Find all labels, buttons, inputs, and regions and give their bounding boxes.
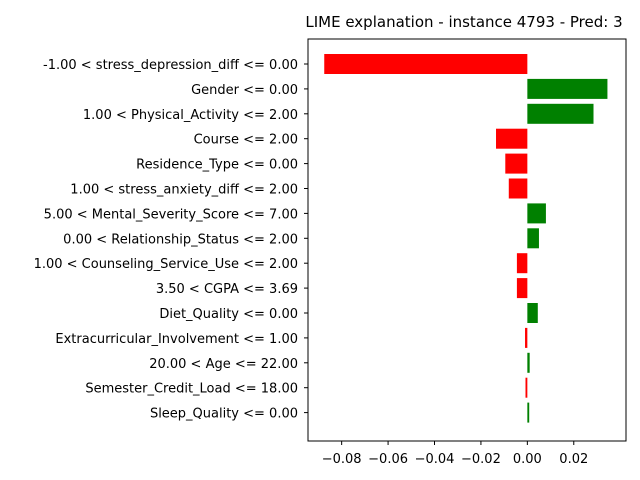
y-tick-label: 5.00 < Mental_Severity_Score <= 7.00 [44, 207, 298, 222]
y-tick-label: Residence_Type <= 0.00 [136, 158, 298, 173]
bar [527, 303, 538, 323]
y-tick-label: 1.00 < stress_anxiety_diff <= 2.00 [70, 183, 298, 198]
bar [527, 103, 594, 124]
y-tick-label: 1.00 < Physical_Activity <= 2.00 [83, 108, 298, 123]
bar [525, 377, 528, 398]
x-tick-label: 0.00 [513, 452, 542, 467]
bar [516, 253, 528, 274]
y-tick-label: 20.00 < Age <= 22.00 [149, 357, 298, 372]
x-tick-label: 0.02 [559, 452, 588, 467]
y-tick-label: Sleep_Quality <= 0.00 [150, 407, 298, 422]
y-tick-label: Diet_Quality <= 0.00 [159, 307, 298, 322]
bar [496, 128, 528, 149]
bar [527, 402, 530, 423]
bar [508, 178, 528, 199]
x-tick-label: −0.08 [322, 452, 362, 467]
x-tick-label: −0.04 [415, 452, 455, 467]
x-tick-label: −0.02 [461, 452, 501, 467]
y-tick-label: Gender <= 0.00 [191, 83, 298, 98]
y-tick-label: 3.50 < CGPA <= 3.69 [156, 282, 298, 297]
axes-frame [307, 38, 627, 442]
bar [527, 203, 546, 224]
bar [516, 278, 528, 299]
x-tick-label: −0.06 [368, 452, 408, 467]
bar [505, 153, 528, 174]
y-tick-label: -1.00 < stress_depression_diff <= 0.00 [43, 58, 298, 73]
bar [525, 327, 528, 348]
y-tick-label: 1.00 < Counseling_Service_Use <= 2.00 [34, 257, 298, 272]
bar [324, 54, 528, 74]
y-tick-label: Semester_Credit_Load <= 18.00 [85, 382, 298, 397]
chart-title: LIME explanation - instance 4793 - Pred:… [305, 13, 622, 31]
y-tick-label: 0.00 < Relationship_Status <= 2.00 [63, 232, 298, 247]
y-tick-label: Extracurricular_Involvement <= 1.00 [55, 332, 298, 347]
bar [527, 78, 608, 99]
bar [527, 352, 530, 373]
y-tick-label: Course <= 2.00 [194, 133, 298, 148]
bar [527, 228, 539, 249]
